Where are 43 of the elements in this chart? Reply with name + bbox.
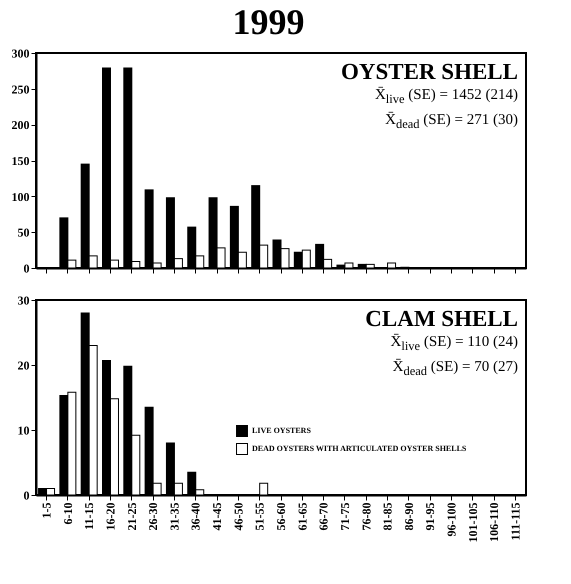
y-tick-label: 250 [12, 82, 30, 96]
x-tick-label: 1-5 [40, 502, 54, 518]
x-tick-label: 51-55 [252, 502, 267, 530]
annotation: X̄$_{live}$ (SE) = 110 (24) [390, 332, 518, 355]
y-tick-label: 0 [24, 262, 30, 276]
legend-label: LIVE OYSTERS [252, 426, 312, 435]
x-tick-label: 21-25 [124, 502, 139, 530]
x-tick-label: 61-65 [295, 502, 310, 530]
y-tick-label: 0 [24, 488, 30, 502]
annotation: X̄$_{live}$ (SE) = 1452 (214) [374, 86, 518, 108]
y-tick-label: 50 [18, 226, 30, 240]
x-tick-label: 36-40 [188, 502, 203, 530]
x-tick-label: 66-70 [316, 502, 331, 530]
x-tick-label: 41-45 [210, 502, 224, 530]
x-tick-label: 31-35 [167, 502, 182, 530]
x-tick-label: 46-50 [231, 502, 246, 530]
chart-title: 1999 [232, 2, 304, 42]
x-tick-label: 71-75 [338, 502, 352, 530]
annotation: OYSTER SHELL [340, 59, 518, 85]
y-tick-label: 150 [12, 154, 30, 168]
x-tick-label: 101-105 [466, 502, 480, 542]
x-tick-label: 6-10 [60, 502, 75, 524]
x-tick-label: 96-100 [444, 502, 459, 536]
y-tick-label: 20 [18, 358, 30, 372]
annotation: X̄$_{dead}$ (SE) = 271 (30) [384, 110, 518, 133]
x-tick-label: 81-85 [380, 502, 395, 530]
x-tick-label: 56-60 [274, 502, 288, 530]
x-tick-label: 91-95 [423, 502, 438, 530]
x-tick-label: 76-80 [359, 502, 374, 530]
x-tick-label: 106-110 [487, 502, 502, 542]
y-tick-label: 10 [18, 424, 30, 438]
x-tick-label: 86-90 [402, 502, 416, 530]
x-tick-label: 16-20 [103, 502, 118, 530]
y-tick-label: 100 [12, 190, 30, 204]
legend-label: DEAD OYSTERS WITH ARTICULATED OYSTER SHELLS [252, 444, 467, 453]
annotation: CLAM SHELL [365, 306, 518, 332]
x-tick-label: 111-115 [508, 502, 522, 541]
x-tick-label: 26-30 [146, 502, 160, 530]
y-tick-label: 30 [18, 294, 30, 308]
annotation: X̄$_{dead}$ (SE) = 70 (27) [392, 358, 518, 380]
y-tick-label: 300 [12, 46, 30, 60]
y-tick-label: 200 [12, 118, 30, 132]
x-tick-label: 11-15 [82, 502, 96, 530]
